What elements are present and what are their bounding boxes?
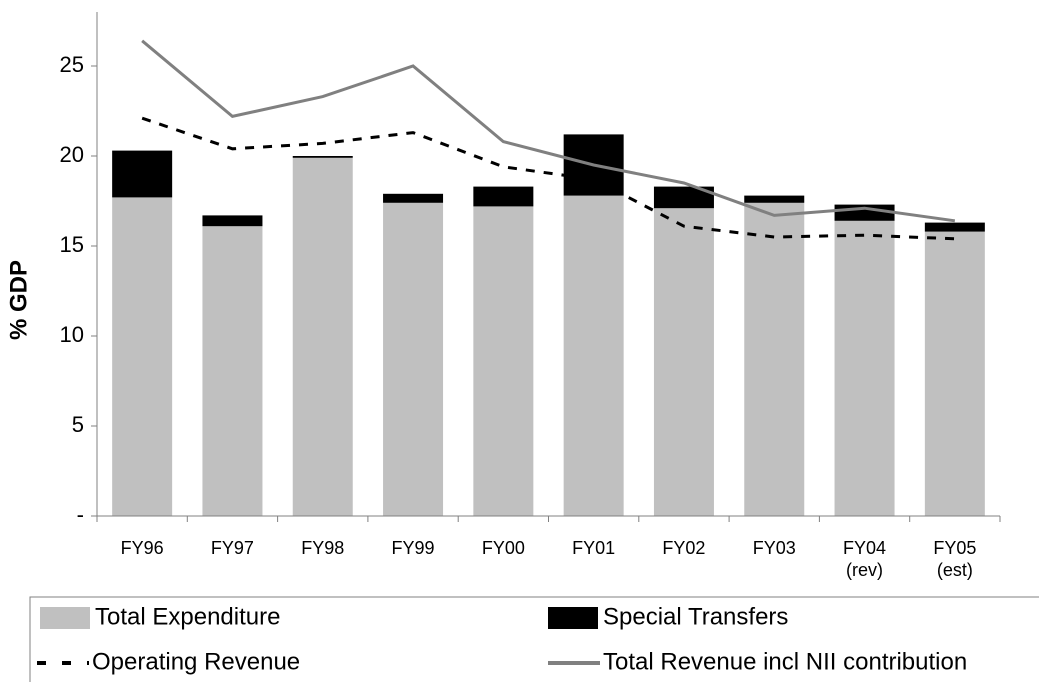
line — [141, 116, 955, 241]
x-tick-label: FY98 — [301, 538, 345, 558]
bar — [292, 156, 353, 158]
legend-label: Special Transfers — [603, 603, 788, 630]
bar — [112, 197, 173, 516]
bar — [924, 231, 985, 516]
y-tick-label: 10 — [60, 322, 84, 347]
x-tick-label: FY04 (rev) — [843, 538, 887, 580]
y-tick-label: 25 — [60, 52, 84, 77]
x-tick-label: FY97 — [210, 538, 254, 558]
bar — [473, 206, 534, 516]
bar — [112, 150, 173, 198]
bar — [563, 195, 624, 516]
line — [141, 39, 956, 223]
legend-label: Operating Revenue — [92, 648, 300, 675]
bar — [383, 202, 444, 517]
bar — [924, 222, 985, 232]
y-tick-label: 15 — [60, 232, 84, 257]
x-tick-label: FY99 — [391, 538, 435, 558]
bar — [653, 186, 714, 209]
legend-box — [29, 596, 1039, 682]
legend-swatch — [548, 607, 598, 629]
bar — [744, 202, 805, 517]
y-tick-label: 20 — [60, 142, 84, 167]
x-tick-label: FY05 (est) — [933, 538, 977, 580]
legend-label: Total Expenditure — [95, 603, 280, 630]
x-tick-label: FY96 — [120, 538, 164, 558]
bar — [744, 195, 805, 203]
legend-label: Total Revenue incl NII contribution — [603, 648, 967, 675]
bar — [653, 208, 714, 516]
y-axis-label: % GDP — [5, 260, 32, 340]
y-tick-label: - — [77, 502, 84, 527]
x-tick-label: FY00 — [481, 538, 525, 558]
x-tick-label: FY03 — [752, 538, 796, 558]
legend-swatch — [40, 607, 90, 629]
bar — [202, 226, 263, 516]
bar — [292, 157, 353, 517]
bar — [202, 215, 263, 227]
y-tick-label: 5 — [72, 412, 84, 437]
x-tick-label: FY01 — [572, 538, 616, 558]
x-tick-label: FY02 — [662, 538, 706, 558]
bar — [383, 193, 444, 203]
bar — [473, 186, 534, 207]
bar — [834, 220, 895, 517]
